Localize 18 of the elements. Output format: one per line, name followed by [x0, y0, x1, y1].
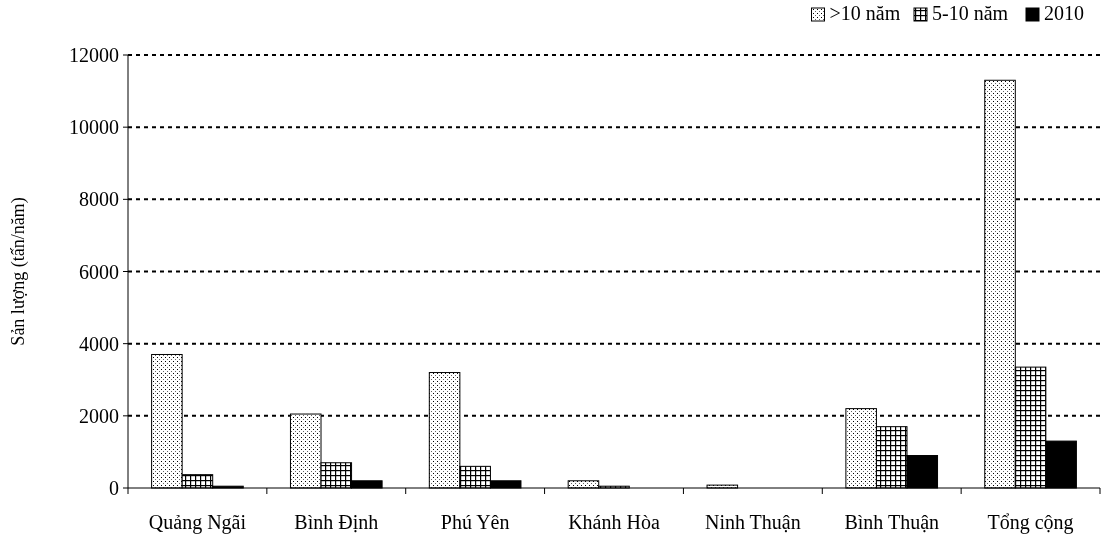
legend-label: >10 năm: [829, 2, 901, 24]
y-tick-label: 12000: [69, 44, 119, 66]
x-tick-label: Khánh Hòa: [568, 511, 660, 533]
x-tick-label: Phú Yên: [440, 511, 510, 533]
x-tick-label: Ninh Thuận: [704, 511, 801, 533]
x-tick-label: Bình Thuận: [844, 511, 940, 533]
y-tick-label: 0: [109, 477, 119, 499]
y-tick-label: 2000: [79, 404, 119, 427]
y-axis-title: Sản lượng (tấn/năm): [8, 197, 29, 346]
x-tick-label: Tổng cộng: [987, 511, 1074, 534]
y-tick-label: 10000: [69, 116, 119, 139]
x-tick-label: Quảng Ngãi: [148, 511, 247, 534]
legend-label: 2010: [1044, 2, 1084, 24]
legend-label: 5-10 năm: [932, 2, 1009, 24]
y-tick-label: 8000: [79, 188, 119, 211]
y-tick-label: 4000: [79, 332, 119, 355]
y-tick-label: 6000: [79, 260, 119, 283]
x-tick-label: Bình Định: [294, 511, 379, 533]
